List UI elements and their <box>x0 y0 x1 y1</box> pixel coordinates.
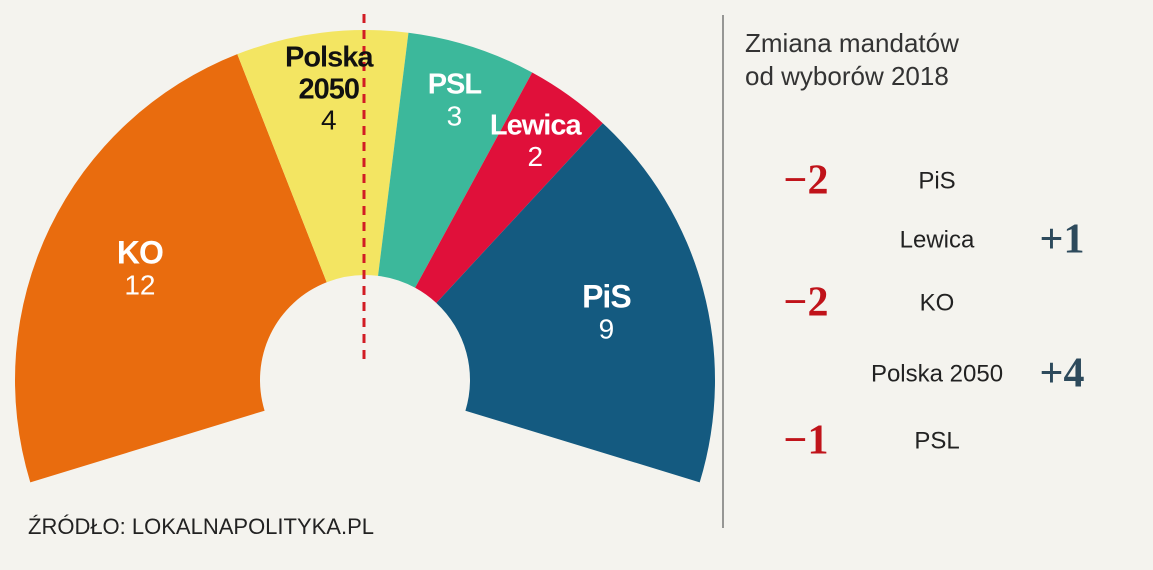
seat-change: −2 <box>784 158 829 204</box>
party-name: KO <box>920 289 955 316</box>
seat-change: −2 <box>784 280 829 326</box>
slice-value: 9 <box>599 313 615 344</box>
source: ŹRÓDŁO: LOKALNAPOLITYKA.PL <box>28 514 374 539</box>
slice-value: 12 <box>124 270 155 301</box>
slice-label: Lewica <box>490 109 583 141</box>
party-name: Polska 2050 <box>871 360 1003 387</box>
slice <box>378 32 533 288</box>
party-name: Lewica <box>900 226 975 253</box>
slice-value: 2 <box>527 141 543 172</box>
seat-change: +1 <box>1040 217 1085 263</box>
slice-value: 3 <box>447 100 463 131</box>
seat-change: −1 <box>784 418 829 464</box>
party-name: PSL <box>914 427 959 454</box>
slice <box>436 123 715 483</box>
change-rows: PiS −2 Lewica +1 KO −2 Polska 2050 +4 PSL −1 <box>784 158 1085 464</box>
slice <box>14 54 327 483</box>
party-name: PiS <box>918 167 955 194</box>
slice-label: PSL <box>428 69 482 101</box>
slice <box>237 29 409 283</box>
slices <box>14 29 715 483</box>
seat-change: +4 <box>1040 351 1085 397</box>
slice <box>415 72 603 303</box>
slice-label: PiS <box>582 278 631 314</box>
panel-title: od wyborów 2018 <box>745 61 949 91</box>
panel-title: Zmiana mandatów <box>745 28 959 58</box>
slice-value: 4 <box>321 105 337 136</box>
slice-label: Polska 2050 <box>285 41 374 105</box>
slice-label: KO <box>117 235 163 271</box>
